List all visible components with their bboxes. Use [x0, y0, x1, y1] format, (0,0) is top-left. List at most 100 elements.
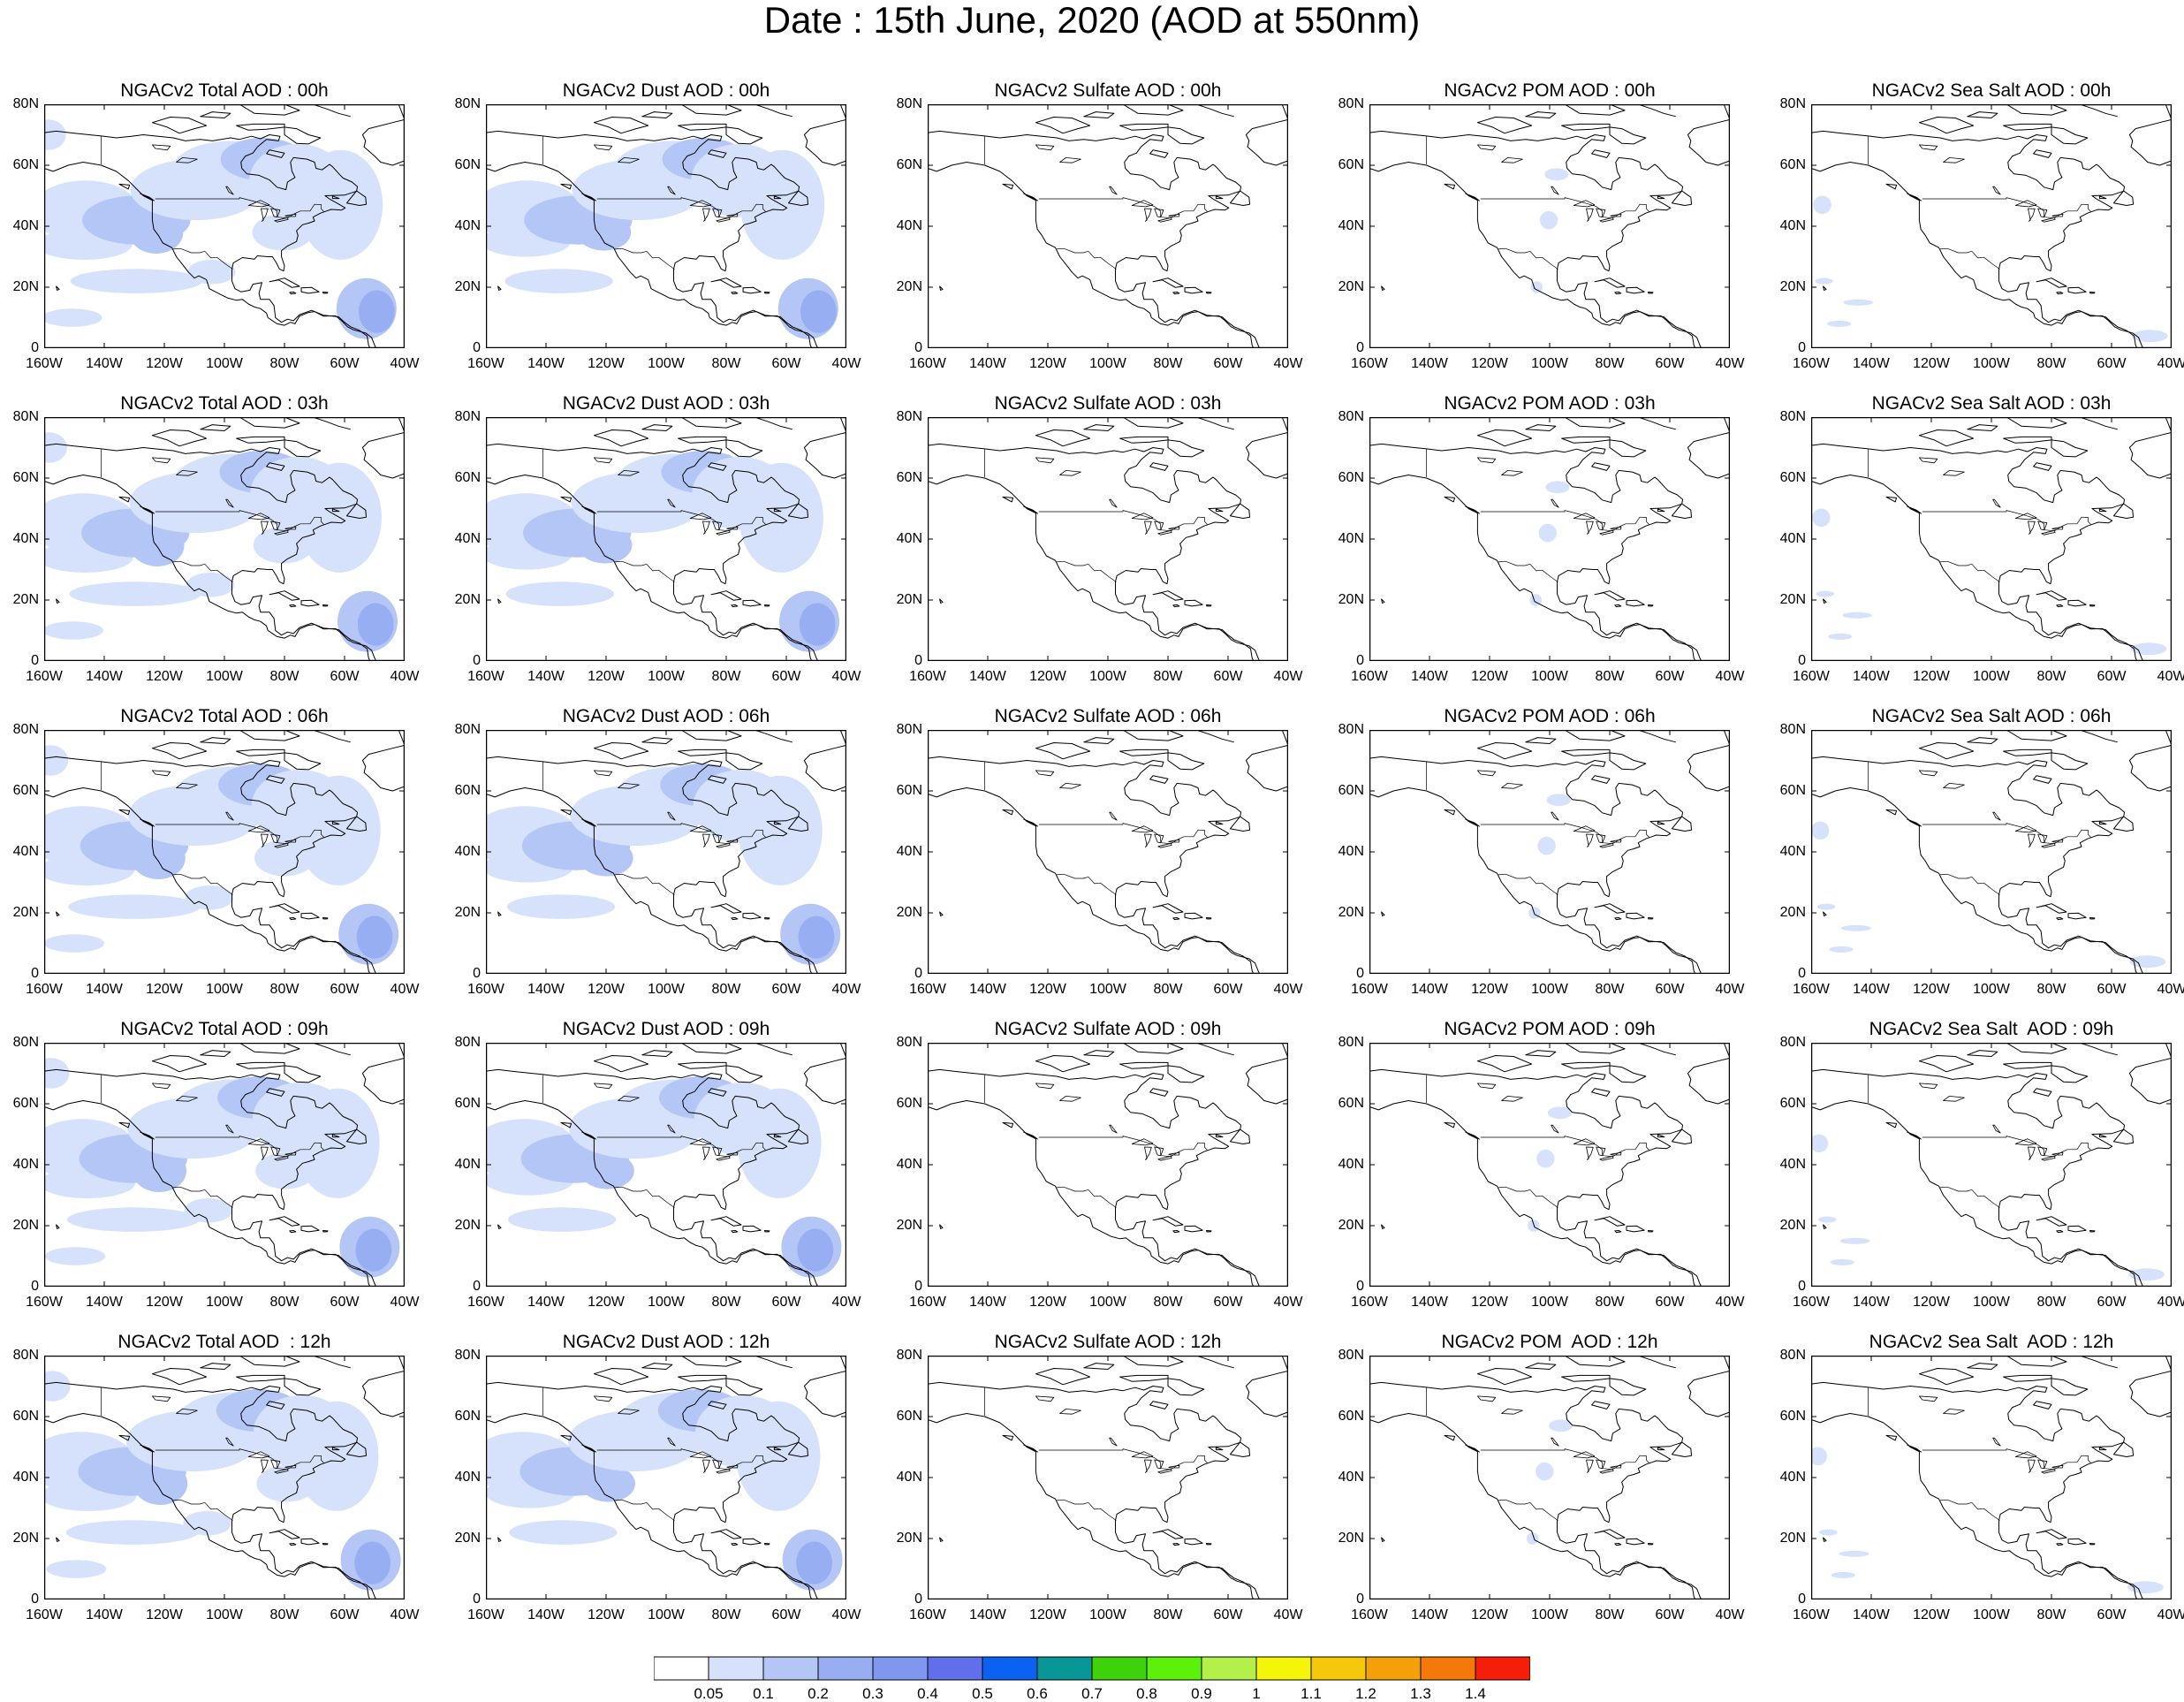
- lat-tick-label: 20N: [12, 592, 39, 607]
- lon-tick-label: 80W: [269, 982, 300, 997]
- map-plot: [1811, 104, 2172, 348]
- island: [2056, 917, 2064, 921]
- lake: [1131, 513, 1154, 520]
- island: [1626, 1225, 1645, 1233]
- country-border: [614, 1186, 675, 1208]
- island: [300, 1225, 320, 1233]
- island: [2098, 1447, 2107, 1451]
- island: [773, 195, 782, 200]
- lat-tick-label: 80N: [1338, 96, 1364, 111]
- island: [1119, 123, 1205, 145]
- aod-shading: [577, 214, 632, 251]
- aod-shading: [69, 581, 201, 606]
- country-border: [1939, 560, 2000, 582]
- map-plot: [1811, 1356, 2172, 1599]
- greenland-coast: [755, 730, 846, 792]
- lat-tick-label: 40N: [454, 1157, 481, 1172]
- panel-title: NGACv2 Sea Salt AOD : 12h: [1869, 1332, 2114, 1352]
- coastline: [486, 756, 816, 974]
- aod-shading: [256, 1465, 317, 1502]
- lake: [1157, 1155, 1172, 1161]
- island: [1885, 1121, 1898, 1128]
- island: [1918, 429, 1975, 447]
- coastline: [1369, 787, 1702, 974]
- colorbar-box: [982, 1656, 1038, 1681]
- island: [2098, 1134, 2107, 1138]
- coastline: [928, 1413, 1261, 1599]
- aod-field: [44, 119, 397, 339]
- country-border: [1480, 1136, 1649, 1158]
- coastline: [1811, 1381, 2142, 1599]
- panel-title: NGACv2 Sulfate AOD : 09h: [994, 1019, 1222, 1039]
- island: [200, 1050, 231, 1057]
- lon-tick-label: 120W: [1029, 356, 1066, 371]
- island: [118, 496, 131, 503]
- lat-tick-label: 0: [31, 340, 39, 355]
- island: [2067, 286, 2087, 294]
- lat-tick-label: 40N: [454, 218, 481, 233]
- lon-tick-label: 160W: [909, 1607, 946, 1622]
- map-plot: [1811, 730, 2172, 974]
- map-plot: [928, 1043, 1288, 1287]
- lat-tick-label: 0: [914, 966, 922, 981]
- island: [1381, 285, 1385, 291]
- map-plot: [44, 1043, 405, 1287]
- aod-shading: [1538, 523, 1557, 543]
- island: [1885, 496, 1898, 503]
- island: [1885, 183, 1898, 190]
- island: [593, 429, 649, 447]
- lon-tick-label: 80W: [711, 1295, 741, 1310]
- lon-tick-label: 80W: [1595, 356, 1625, 371]
- lon-tick-label: 40W: [1715, 669, 1745, 684]
- plot-frame: [928, 104, 1288, 348]
- lake: [1599, 529, 1614, 536]
- island: [581, 1444, 596, 1453]
- island: [2003, 436, 2089, 458]
- lake: [1586, 520, 1594, 535]
- island: [678, 1061, 763, 1083]
- aod-shading: [44, 432, 67, 463]
- lake: [1109, 1124, 1118, 1134]
- colorbar-label: 1.3: [1410, 1685, 1431, 1702]
- lake: [1059, 783, 1081, 789]
- island: [118, 809, 131, 816]
- colorbar-box: [817, 1656, 874, 1681]
- lon-tick-label: 100W: [648, 356, 685, 371]
- country-border: [1922, 197, 2091, 219]
- lat-tick-label: 40N: [1779, 1157, 1806, 1172]
- island: [1122, 1356, 1184, 1367]
- lat-tick-label: 0: [31, 1592, 39, 1607]
- map-panel: NGACv2 Sea Salt AOD : 00h 80N 60N 40N 20N 0 16…: [1769, 80, 2184, 371]
- aod-shading: [1546, 794, 1571, 807]
- lon-tick-label: 60W: [330, 1607, 360, 1622]
- aod-field: [44, 1058, 400, 1278]
- map-plot: [486, 730, 846, 974]
- aod-shading: [185, 885, 234, 910]
- lat-tick-label: 60N: [454, 1409, 481, 1424]
- aod-shading: [44, 745, 69, 776]
- lon-tick-label: 80W: [711, 982, 741, 997]
- lake: [1144, 208, 1152, 222]
- island: [2003, 123, 2089, 145]
- lon-tick-label: 80W: [269, 356, 300, 371]
- greenland-coast: [755, 1356, 846, 1417]
- island: [56, 285, 60, 291]
- island: [939, 911, 944, 916]
- lake: [1501, 1409, 1523, 1415]
- island: [1444, 1121, 1456, 1128]
- island: [1206, 1543, 1212, 1546]
- lon-tick-label: 120W: [146, 669, 183, 684]
- island: [773, 821, 782, 825]
- coastline: [1811, 1100, 2144, 1287]
- figure-title: Date : 15th June, 2020 (AOD at 550nm): [763, 0, 1421, 41]
- lon-tick-label: 80W: [1595, 982, 1625, 997]
- colorbar-box: [1420, 1656, 1476, 1681]
- lat-tick-label: 0: [473, 1279, 481, 1294]
- lake: [2041, 1155, 2056, 1161]
- lon-tick-label: 120W: [1471, 1295, 1508, 1310]
- lon-tick-label: 40W: [1715, 982, 1745, 997]
- lon-tick-label: 60W: [1655, 356, 1685, 371]
- lon-tick-label: 160W: [909, 982, 946, 997]
- island: [1023, 505, 1038, 514]
- country-border: [1939, 1499, 2000, 1521]
